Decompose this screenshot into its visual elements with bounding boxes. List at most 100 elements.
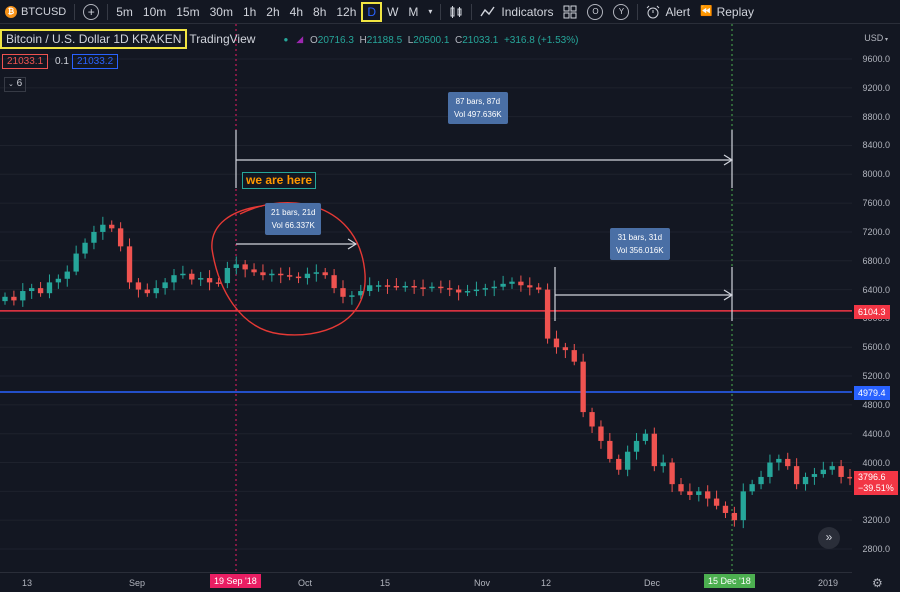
measure-vol: Vol 66.337K: [271, 221, 315, 230]
candle-body: [384, 285, 391, 287]
time-tick-label: Sep: [128, 578, 146, 588]
eye-icon[interactable]: ●: [283, 34, 289, 44]
timeframe-m[interactable]: M: [408, 4, 419, 19]
indicators-button[interactable]: Indicators: [475, 0, 558, 24]
measure-label-small[interactable]: 21 bars, 21d Vol 66.337K: [265, 203, 322, 235]
replay-button[interactable]: ⏪ Replay: [695, 0, 759, 24]
close-key: C: [454, 35, 463, 46]
date-marker-right: 15 Dec '18: [704, 574, 755, 588]
blue-line-price-tag: 4979.4: [854, 386, 890, 400]
timeframe-30m[interactable]: 30m: [209, 4, 233, 19]
timeframe-4h[interactable]: 4h: [289, 4, 304, 19]
timeframe-2h[interactable]: 2h: [266, 4, 280, 19]
timeframe-8h[interactable]: 8h: [313, 4, 327, 19]
candle-body: [55, 278, 62, 283]
candle-body: [340, 288, 346, 297]
time-tick-label: 15: [379, 578, 391, 588]
alert-button[interactable]: Alert: [641, 0, 695, 24]
price-chart[interactable]: [0, 24, 852, 572]
timeframe-d[interactable]: D: [361, 1, 383, 22]
rewind-icon: ⏪: [700, 6, 713, 17]
candle-body: [518, 281, 524, 286]
candle-body: [651, 433, 657, 467]
high-key: H: [359, 35, 367, 46]
candle-body: [126, 246, 133, 283]
measure-label-big[interactable]: 87 bars, 87d Vol 497.636K: [448, 92, 508, 124]
candle-body: [491, 286, 497, 289]
candle-body: [251, 269, 257, 273]
price-tick-label: 4000.0: [862, 457, 890, 468]
ideas-icon: Y: [613, 3, 630, 20]
chart-style-button[interactable]: [444, 0, 468, 24]
candle-body: [375, 285, 382, 287]
price-tick-label: 9200.0: [862, 82, 890, 93]
candle-body: [171, 275, 177, 283]
timeframe-5m[interactable]: 5m: [116, 4, 133, 19]
measure-vol: Vol 356.016K: [616, 246, 664, 255]
date-marker-left: 19 Sep '18: [210, 574, 261, 588]
text-note[interactable]: we are here: [242, 172, 317, 189]
templates-button[interactable]: O: [582, 0, 608, 24]
chevron-down-icon: ⌄: [8, 81, 14, 88]
open-value: 20716.3: [317, 35, 354, 46]
time-tick-label: 2019: [817, 578, 839, 588]
candle-body: [402, 285, 408, 288]
ideas-button[interactable]: Y: [608, 0, 634, 24]
price-tick-label: 8800.0: [862, 111, 890, 122]
candle-body: [580, 361, 586, 413]
timeframe-1h[interactable]: 1h: [242, 4, 257, 19]
candle-body: [2, 296, 8, 302]
candle-body: [589, 412, 595, 427]
measure-bars: 31 bars, 31d: [617, 233, 663, 242]
settings-gear-icon[interactable]: ⚙: [872, 576, 883, 590]
candle-body: [660, 462, 666, 467]
double-chevron-right-icon: »: [825, 530, 833, 544]
timeframe-dropdown[interactable]: ▾: [423, 0, 437, 24]
collapse-legend-button[interactable]: ⌄ 6: [4, 77, 27, 92]
scroll-to-realtime-button[interactable]: »: [818, 527, 840, 549]
candle-body: [509, 281, 515, 284]
timeframe-15m[interactable]: 15m: [176, 4, 200, 19]
candle-body: [785, 458, 791, 467]
candle-body: [295, 276, 302, 279]
timeframe-12h[interactable]: 12h: [336, 4, 357, 19]
timeframe-w[interactable]: W: [387, 4, 399, 19]
candle-body: [260, 272, 266, 276]
price-tick-label: 8400.0: [862, 140, 890, 151]
candle-body: [420, 287, 426, 289]
candle-body: [767, 462, 773, 477]
last-price: 3796.6: [858, 472, 886, 482]
symbol-title[interactable]: Bitcoin / U.S. Dollar 1D KRAKEN: [0, 29, 188, 49]
candle-body: [331, 275, 337, 289]
time-axis[interactable]: 13 Sep Oct 15 Nov 12 Dec 2019: [0, 572, 852, 592]
candle-body: [82, 242, 88, 254]
candle-body: [571, 350, 577, 362]
candle-body: [349, 295, 355, 297]
price-tick-label: 7200.0: [862, 226, 890, 237]
candle-body: [313, 272, 319, 274]
candle-body: [527, 285, 533, 288]
candle-body: [793, 466, 800, 485]
candle-body: [411, 285, 417, 288]
layout-grid-icon: [563, 5, 577, 18]
time-tick-label: Oct: [297, 578, 313, 588]
candle-body: [811, 474, 818, 477]
symbol-search[interactable]: ₿ BTCUSD: [0, 0, 71, 24]
timeframe-10m[interactable]: 10m: [142, 4, 167, 19]
measure-label-right[interactable]: 31 bars, 31d Vol 356.016K: [610, 228, 670, 260]
divider: [74, 3, 76, 20]
measure-bars: 87 bars, 87d: [455, 97, 501, 106]
candle-body: [144, 289, 150, 294]
candle-body: [269, 273, 275, 276]
compare-button[interactable]: +: [78, 0, 104, 24]
layouts-button[interactable]: [558, 0, 582, 24]
tradingview-brand: TradingView: [189, 32, 256, 46]
currency-label[interactable]: USD ▾: [864, 33, 888, 43]
high-value: 21188.5: [366, 35, 403, 46]
candle-body: [820, 469, 826, 475]
measure-right-arrow-head: [723, 289, 734, 301]
sell-price-button[interactable]: 21033.1: [2, 54, 49, 69]
buy-price-button[interactable]: 21033.2: [72, 54, 119, 69]
candle-body: [624, 451, 631, 470]
